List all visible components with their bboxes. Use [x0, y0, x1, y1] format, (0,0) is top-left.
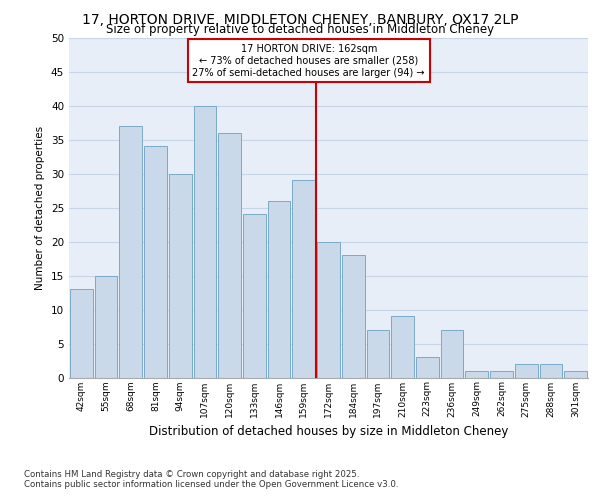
Bar	[367, 330, 389, 378]
Bar	[441, 330, 463, 378]
Bar	[95, 276, 118, 378]
Bar	[194, 106, 216, 378]
Bar	[564, 370, 587, 378]
Bar	[292, 180, 315, 378]
Y-axis label: Number of detached properties: Number of detached properties	[35, 126, 46, 290]
Bar	[268, 200, 290, 378]
X-axis label: Distribution of detached houses by size in Middleton Cheney: Distribution of detached houses by size …	[149, 425, 508, 438]
Bar	[391, 316, 414, 378]
Bar	[218, 132, 241, 378]
Bar	[169, 174, 191, 378]
Text: Size of property relative to detached houses in Middleton Cheney: Size of property relative to detached ho…	[106, 22, 494, 36]
Bar	[70, 289, 93, 378]
Bar	[490, 370, 513, 378]
Bar	[243, 214, 266, 378]
Bar	[466, 370, 488, 378]
Bar	[317, 242, 340, 378]
Bar	[539, 364, 562, 378]
Bar	[119, 126, 142, 378]
Bar	[144, 146, 167, 378]
Text: Contains HM Land Registry data © Crown copyright and database right 2025.
Contai: Contains HM Land Registry data © Crown c…	[24, 470, 398, 489]
Text: 17, HORTON DRIVE, MIDDLETON CHENEY, BANBURY, OX17 2LP: 17, HORTON DRIVE, MIDDLETON CHENEY, BANB…	[82, 12, 518, 26]
Text: 17 HORTON DRIVE: 162sqm
← 73% of detached houses are smaller (258)
27% of semi-d: 17 HORTON DRIVE: 162sqm ← 73% of detache…	[193, 44, 425, 78]
Bar	[416, 357, 439, 378]
Bar	[515, 364, 538, 378]
Bar	[342, 255, 365, 378]
